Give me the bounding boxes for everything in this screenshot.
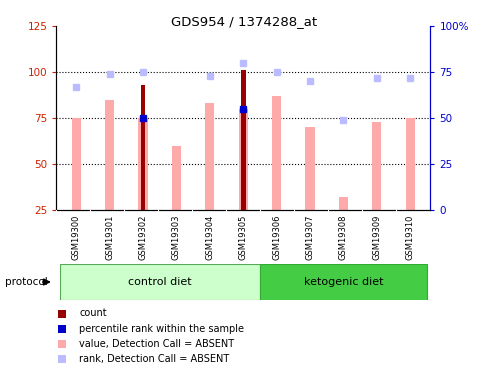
Bar [60,264,260,300]
Text: control diet: control diet [128,277,191,287]
Text: GSM19304: GSM19304 [205,214,214,260]
Text: GSM19300: GSM19300 [72,214,81,260]
Bar [338,197,347,210]
Bar [241,70,245,210]
Text: ketogenic diet: ketogenic diet [303,277,383,287]
Text: protocol: protocol [5,277,47,287]
Text: GDS954 / 1374288_at: GDS954 / 1374288_at [171,15,317,28]
Bar [271,96,281,210]
Bar [238,109,247,210]
Text: count: count [79,309,106,318]
Bar [141,85,145,210]
Bar [105,100,114,210]
Text: GSM19307: GSM19307 [305,214,314,260]
Text: GSM19308: GSM19308 [338,214,347,260]
Bar [172,146,181,210]
Bar [260,264,426,300]
Text: GSM19310: GSM19310 [405,214,414,260]
Text: percentile rank within the sample: percentile rank within the sample [79,324,244,334]
Text: GSM19302: GSM19302 [138,214,147,260]
Text: rank, Detection Call = ABSENT: rank, Detection Call = ABSENT [79,354,229,364]
Text: GSM19305: GSM19305 [238,214,247,260]
Text: GSM19309: GSM19309 [372,214,381,260]
Bar [205,104,214,210]
Text: GSM19301: GSM19301 [105,214,114,260]
Bar [405,118,414,210]
Text: GSM19306: GSM19306 [272,214,281,260]
Bar [371,122,381,210]
Text: value, Detection Call = ABSENT: value, Detection Call = ABSENT [79,339,234,349]
Bar [138,118,147,210]
Text: GSM19303: GSM19303 [172,214,181,260]
Bar [305,128,314,210]
Bar [72,118,81,210]
